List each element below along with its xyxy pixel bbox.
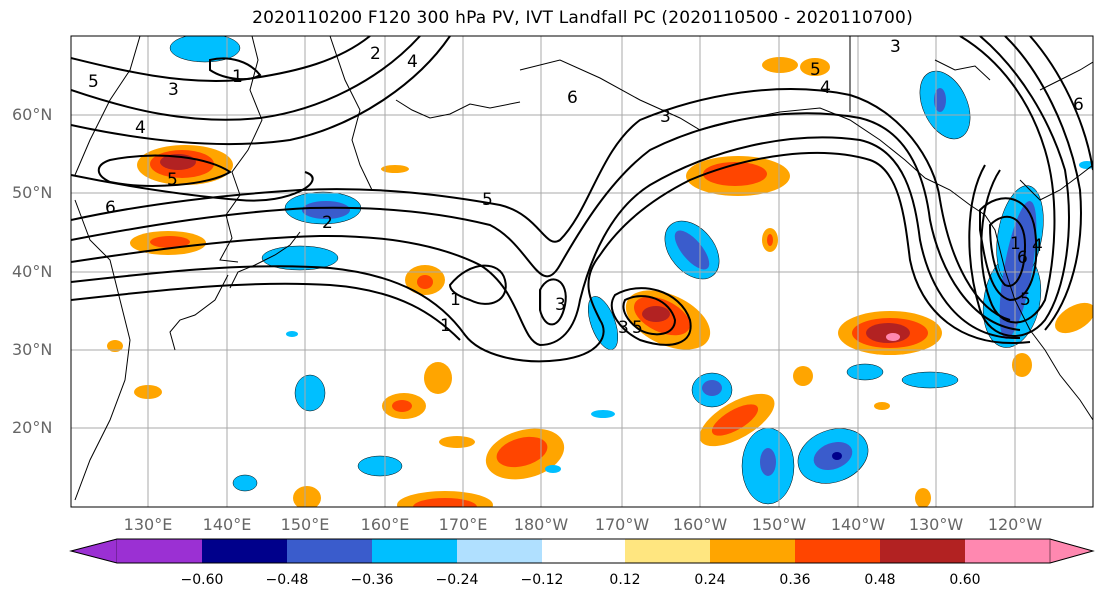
gridlines <box>71 36 1093 507</box>
pv-contours <box>71 36 1093 363</box>
lon-label-130w: 130°W <box>908 515 964 534</box>
lon-label-170e: 170°E <box>438 515 488 534</box>
colorbar-tick: −0.36 <box>350 572 394 588</box>
lat-label-40n: 40°N <box>12 262 53 281</box>
contour-label: 6 <box>1073 95 1084 115</box>
colorbar-tick: 0.60 <box>949 572 981 588</box>
lon-label-170w: 170°W <box>594 515 650 534</box>
contour-label: 6 <box>105 198 116 218</box>
colorbar-tick: 0.48 <box>864 572 896 588</box>
map-title: 2020110200 F120 300 hPa PV, IVT Landfall… <box>252 8 913 28</box>
lon-label-150w: 150°W <box>751 515 807 534</box>
contour-label: 5 <box>810 60 821 80</box>
colorbar-tick: −0.24 <box>435 572 479 588</box>
contour-label: 4 <box>820 78 831 98</box>
contour-label: 2 <box>370 44 381 64</box>
contour-label: 2 <box>322 213 333 233</box>
contour-label: 3 <box>555 295 566 315</box>
colorbar-tick: −0.60 <box>180 572 224 588</box>
colorbar-tick: 0.12 <box>609 572 641 588</box>
map-frame <box>70 35 1094 508</box>
lat-label-50n: 50°N <box>12 183 53 202</box>
contour-label: 5 <box>632 318 643 338</box>
colorbar-tick: 0.24 <box>694 572 726 588</box>
contour-label: 3 <box>168 80 179 100</box>
contour-label: 3 <box>618 318 629 338</box>
lon-label-160e: 160°E <box>360 515 410 534</box>
lon-label-130e: 130°E <box>123 515 173 534</box>
lat-label-30n: 30°N <box>12 340 53 359</box>
lat-label-60n: 60°N <box>12 105 53 124</box>
contour-label: 1 <box>1010 234 1021 254</box>
contour-label: 5 <box>88 72 99 92</box>
contour-label: 6 <box>567 88 578 108</box>
lon-label-160w: 160°W <box>672 515 728 534</box>
colorbar-tick: 0.36 <box>779 572 811 588</box>
contour-label: 4 <box>135 118 146 138</box>
contour-label: 5 <box>1020 290 1031 310</box>
colorbar <box>69 538 1095 564</box>
contour-label: 6 <box>1017 248 1028 268</box>
contour-label: 1 <box>232 67 243 87</box>
contour-label: 4 <box>1032 236 1043 256</box>
colorbar-tick: −0.48 <box>265 572 309 588</box>
contour-label: 3 <box>890 37 901 57</box>
coastlines <box>74 36 1093 501</box>
lon-label-150e: 150°E <box>280 515 330 534</box>
contour-label: 3 <box>660 107 671 127</box>
lat-label-20n: 20°N <box>12 418 53 437</box>
contour-label: 4 <box>407 52 418 72</box>
contour-label: 5 <box>482 190 493 210</box>
colorbar-tick: −0.12 <box>520 572 564 588</box>
lon-label-120w: 120°W <box>987 515 1043 534</box>
lon-label-180w: 180°W <box>513 515 569 534</box>
lon-label-140e: 140°E <box>202 515 252 534</box>
contour-label: 1 <box>440 316 451 336</box>
contour-label: 1 <box>450 290 461 310</box>
lon-label-140w: 140°W <box>830 515 886 534</box>
contour-label: 5 <box>167 170 178 190</box>
